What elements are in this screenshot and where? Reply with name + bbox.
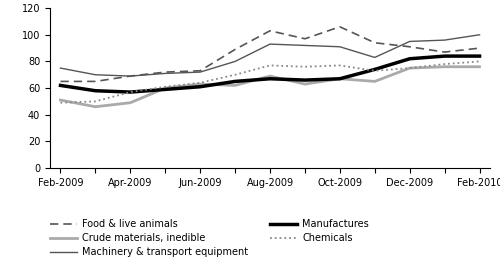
- Manufactures: [406, 57, 412, 60]
- Line: Food & live animals: Food & live animals: [60, 27, 480, 81]
- Crude materials, inedible: [302, 82, 308, 86]
- Food & live animals: [406, 45, 412, 49]
- Manufactures: [337, 77, 343, 80]
- Machinery & transport equipment: [302, 44, 308, 47]
- Crude materials, inedible: [128, 101, 134, 104]
- Crude materials, inedible: [476, 65, 482, 68]
- Food & live animals: [442, 50, 448, 54]
- Chemicals: [128, 91, 134, 94]
- Chemicals: [372, 69, 378, 72]
- Food & live animals: [128, 75, 134, 78]
- Line: Chemicals: Chemicals: [60, 62, 480, 103]
- Machinery & transport equipment: [197, 70, 203, 74]
- Chemicals: [337, 64, 343, 67]
- Manufactures: [232, 80, 238, 83]
- Manufactures: [476, 54, 482, 58]
- Machinery & transport equipment: [442, 38, 448, 42]
- Manufactures: [302, 79, 308, 82]
- Machinery & transport equipment: [406, 40, 412, 43]
- Line: Manufactures: Manufactures: [60, 56, 480, 92]
- Machinery & transport equipment: [92, 73, 98, 76]
- Crude materials, inedible: [442, 65, 448, 68]
- Food & live animals: [372, 41, 378, 44]
- Line: Crude materials, inedible: Crude materials, inedible: [60, 67, 480, 107]
- Chemicals: [476, 60, 482, 63]
- Crude materials, inedible: [92, 105, 98, 108]
- Food & live animals: [92, 80, 98, 83]
- Food & live animals: [337, 25, 343, 28]
- Machinery & transport equipment: [267, 43, 273, 46]
- Chemicals: [406, 66, 412, 70]
- Manufactures: [267, 77, 273, 80]
- Crude materials, inedible: [58, 98, 64, 102]
- Machinery & transport equipment: [232, 60, 238, 63]
- Crude materials, inedible: [232, 84, 238, 87]
- Crude materials, inedible: [406, 66, 412, 70]
- Manufactures: [442, 54, 448, 58]
- Food & live animals: [302, 37, 308, 40]
- Legend: Manufactures, Chemicals: Manufactures, Chemicals: [270, 219, 369, 243]
- Chemicals: [58, 101, 64, 104]
- Food & live animals: [197, 69, 203, 72]
- Manufactures: [162, 88, 168, 91]
- Machinery & transport equipment: [58, 66, 64, 70]
- Chemicals: [92, 100, 98, 103]
- Manufactures: [372, 68, 378, 71]
- Machinery & transport equipment: [162, 72, 168, 75]
- Machinery & transport equipment: [128, 75, 134, 78]
- Chemicals: [197, 81, 203, 84]
- Food & live animals: [162, 70, 168, 74]
- Line: Machinery & transport equipment: Machinery & transport equipment: [60, 35, 480, 76]
- Chemicals: [162, 85, 168, 88]
- Machinery & transport equipment: [337, 45, 343, 49]
- Crude materials, inedible: [162, 86, 168, 90]
- Manufactures: [92, 89, 98, 92]
- Manufactures: [197, 85, 203, 88]
- Chemicals: [232, 73, 238, 76]
- Food & live animals: [267, 29, 273, 33]
- Manufactures: [58, 84, 64, 87]
- Chemicals: [442, 63, 448, 66]
- Food & live animals: [476, 47, 482, 50]
- Food & live animals: [232, 48, 238, 51]
- Chemicals: [267, 64, 273, 67]
- Machinery & transport equipment: [476, 33, 482, 36]
- Crude materials, inedible: [337, 77, 343, 80]
- Machinery & transport equipment: [372, 56, 378, 59]
- Crude materials, inedible: [267, 75, 273, 78]
- Crude materials, inedible: [372, 80, 378, 83]
- Crude materials, inedible: [197, 82, 203, 86]
- Chemicals: [302, 65, 308, 68]
- Manufactures: [128, 91, 134, 94]
- Food & live animals: [58, 80, 64, 83]
